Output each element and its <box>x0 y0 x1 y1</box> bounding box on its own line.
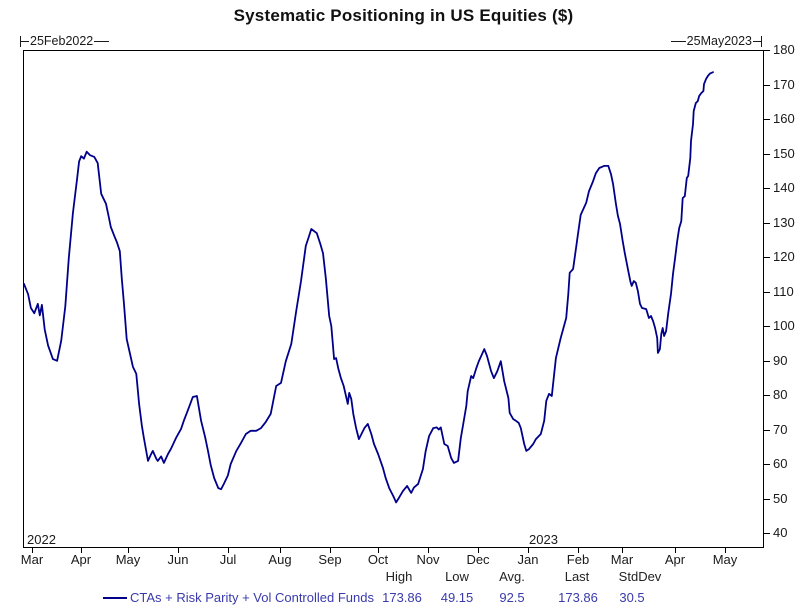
price-line-plot <box>24 71 714 504</box>
x-tick <box>178 547 179 553</box>
legend-series-label: CTAs + Risk Parity + Vol Controlled Fund… <box>130 590 374 605</box>
stats-header-low: Low <box>445 569 469 584</box>
x-tick <box>128 547 129 553</box>
end-marker-dash <box>753 40 761 42</box>
y-tick-label: 90 <box>773 353 788 368</box>
y-tick <box>763 361 770 362</box>
x-tick <box>725 547 726 553</box>
x-tick-label: Dec <box>466 552 490 567</box>
y-tick-label: 150 <box>773 146 795 161</box>
y-tick-label: 120 <box>773 249 795 264</box>
x-tick <box>578 547 579 553</box>
y-tick-label: 40 <box>773 525 788 540</box>
x-tick-label: Sep <box>318 552 342 567</box>
y-tick-label: 80 <box>773 387 788 402</box>
y-tick <box>763 292 770 293</box>
y-tick-label: 170 <box>773 77 795 92</box>
y-tick-label: 110 <box>773 284 794 299</box>
stats-value-avg: 92.5 <box>499 590 525 605</box>
x-tick-label: Nov <box>416 552 440 567</box>
x-tick-label: Mar <box>20 552 44 567</box>
x-tick <box>675 547 676 553</box>
y-tick <box>763 533 770 534</box>
start-marker-dash <box>21 40 29 42</box>
end-marker-tick <box>761 35 762 47</box>
y-tick <box>763 50 770 51</box>
x-tick-label: Aug <box>268 552 292 567</box>
x-tick <box>280 547 281 553</box>
stats-header-high: High <box>385 569 413 584</box>
end-marker-lead-dash <box>670 40 686 42</box>
y-tick <box>763 464 770 465</box>
y-tick-label: 60 <box>773 456 788 471</box>
x-tick <box>228 547 229 553</box>
x-tick-label: Feb <box>566 552 590 567</box>
end-date-marker: 25May2023 <box>670 34 762 48</box>
plot-area: 2022 2023 <box>23 50 764 548</box>
stats-header-avg: Avg. <box>499 569 525 584</box>
y-tick <box>763 430 770 431</box>
start-date-marker: 25Feb2022 <box>20 34 110 48</box>
x-tick <box>528 547 529 553</box>
y-tick-label: 70 <box>773 422 788 437</box>
y-tick-label: 50 <box>773 491 788 506</box>
x-tick <box>622 547 623 553</box>
stats-value-high: 173.86 <box>382 590 422 605</box>
y-tick-label: 160 <box>773 111 795 126</box>
x-tick <box>478 547 479 553</box>
y-tick <box>763 326 770 327</box>
y-tick <box>763 257 770 258</box>
y-tick <box>763 85 770 86</box>
year-label-2022: 2022 <box>27 532 56 547</box>
legend-line-swatch <box>103 597 127 599</box>
y-tick <box>763 188 770 189</box>
x-tick-label: Jul <box>219 552 237 567</box>
y-tick <box>763 119 770 120</box>
x-tick <box>428 547 429 553</box>
chart-title: Systematic Positioning in US Equities ($… <box>233 6 574 25</box>
y-tick <box>763 395 770 396</box>
stats-value-stddev: 30.5 <box>619 590 645 605</box>
y-tick <box>763 223 770 224</box>
y-tick-label: 100 <box>773 318 795 333</box>
x-tick-label: Apr <box>664 552 686 567</box>
x-tick <box>32 547 33 553</box>
x-tick-label: Jan <box>517 552 539 567</box>
price-line <box>24 71 714 504</box>
x-tick <box>330 547 331 553</box>
y-tick <box>763 499 770 500</box>
x-tick-label: May <box>712 552 738 567</box>
stats-header-stddev: StdDev <box>618 569 662 584</box>
x-tick-label: May <box>115 552 141 567</box>
x-tick-label: Oct <box>367 552 389 567</box>
y-tick-label: 180 <box>773 42 795 57</box>
stats-value-low: 49.15 <box>440 590 474 605</box>
y-tick-label: 140 <box>773 180 795 195</box>
x-tick <box>378 547 379 553</box>
x-tick-label: Jun <box>167 552 189 567</box>
y-tick <box>763 154 770 155</box>
stats-header-last: Last <box>564 569 590 584</box>
x-tick-label: Mar <box>610 552 634 567</box>
x-tick-label: Apr <box>70 552 92 567</box>
start-marker-tick <box>20 35 21 47</box>
start-date-label: 25Feb2022 <box>30 34 94 48</box>
y-tick-label: 130 <box>773 215 795 230</box>
end-date-label: 25May2023 <box>686 34 752 48</box>
year-label-2023: 2023 <box>529 532 558 547</box>
start-marker-trail-dash <box>94 40 110 42</box>
x-tick <box>81 547 82 553</box>
stats-value-last: 173.86 <box>558 590 598 605</box>
